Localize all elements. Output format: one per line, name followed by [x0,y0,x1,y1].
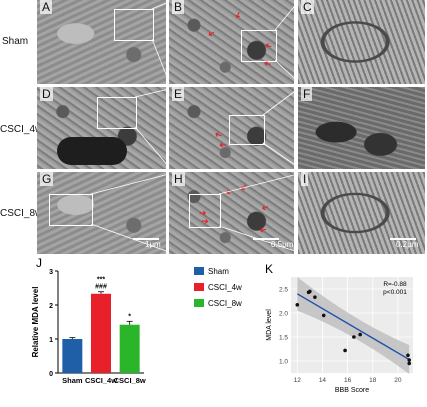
data-point [343,348,347,353]
x-tick-label: Sham [62,376,83,385]
panel-label-f: F [301,87,313,101]
significance-annotation: *** [97,277,105,284]
panel-label-a: A [40,0,53,14]
y-tick-label: 0 [49,371,53,378]
zoom-box-g [49,194,93,226]
em-panel-b: B ➜ ➜ ➜ ➜ [169,0,294,84]
zoom-box-b [241,30,277,62]
panel-label-j: J [36,257,42,270]
confidence-band [297,277,410,374]
x-tick-label: 20 [394,377,402,384]
em-panel-f: F [298,87,425,169]
panel-label-h: H [172,172,185,186]
data-point [407,358,412,362]
scatter-chart-k: K 12 14 16 18 20 1.0 1.5 2.0 2.5 R=-0.88p<0.001 BBB… [265,262,413,394]
em-panel-h: H ➜ ➜ ➜ ➜ ➜ ➜ 0.5μm [169,172,294,254]
bar-csci-8w [119,324,140,373]
panel-label-i: I [301,172,309,186]
red-arrow: ➜ [199,209,207,219]
red-arrow: ➜ [200,216,210,228]
bar-sham [62,339,83,373]
red-arrow: ➜ [213,127,224,140]
row-label-sham: Sham [2,36,29,47]
vessel-lumen [57,137,127,165]
x-tick-label: 18 [369,377,377,384]
data-point [308,289,312,294]
em-panel-g: G 1μm [37,172,166,254]
x-tick-label: 14 [319,377,327,384]
data-point [295,303,300,307]
scale-bar-i [390,238,416,240]
scale-label-h: 0.5μm [271,240,294,249]
zoom-box-h [189,194,221,228]
panel-label-b: B [172,0,185,14]
data-point [321,313,326,318]
regression-line [296,293,410,361]
x-axis-label: BBB Score [335,387,369,394]
row-label-csci-8w: CSCI_8w [0,208,43,219]
y-tick-label: 2 [49,303,53,310]
em-panel-i: I 0.2μm [298,172,425,254]
em-panel-c: C [298,0,425,84]
legend-label: CSCI_4w [208,283,242,292]
em-panel-e: E ➜ ➜ [169,87,294,169]
y-tick-label: 3 [49,269,53,276]
scale-label-g: 1μm [145,240,161,249]
panel-label-g: G [40,172,54,186]
zoom-box-e [229,115,265,145]
data-point [406,353,410,358]
legend-label: CSCI_8w [208,299,242,308]
y-tick-label: 2.5 [279,287,288,294]
legend-label: Sham [208,267,229,276]
stats-text: R=-0.88 [383,281,407,288]
panel-label-c: C [301,0,314,14]
x-tick-label: 16 [344,377,352,384]
data-point [358,332,362,337]
y-axis-label: MDA level [266,309,273,341]
red-arrow: ➜ [223,184,235,198]
zoom-box-a [114,9,154,41]
y-tick-label: 1 [49,337,53,344]
red-arrow: ➜ [263,57,273,69]
x-tick-label: 12 [294,377,302,384]
red-arrow: ➜ [236,180,250,193]
panel-label-k: K [265,262,273,276]
y-axis-label: Relative MDA level [31,287,40,358]
y-tick-label: 2.0 [279,311,288,318]
red-arrow: ➜ [219,139,227,149]
panel-label-d: D [40,87,53,101]
legend-swatch [194,267,204,275]
legend-swatch [194,283,204,291]
y-tick-label: 1.0 [279,359,288,366]
bar-csci-4w [91,293,111,373]
y-tick-label: 1.5 [279,335,288,342]
data-point [407,361,412,366]
row-label-csci-4w: CSCI_4w [0,124,43,135]
significance-annotation: ### [95,284,107,291]
data-point [313,295,317,299]
red-arrow: ➜ [258,223,268,235]
significance-annotation: * [128,313,131,320]
red-arrow: ➜ [259,200,271,213]
legend-swatch [194,299,204,307]
x-tick-label: CSCI_4w [85,376,117,385]
em-panel-a: A [37,0,166,84]
red-arrow: ➜ [205,26,217,40]
panel-label-e: E [172,87,185,101]
x-tick-label: CSCI_8w [114,376,146,385]
stats-text: p<0.001 [383,289,407,296]
em-panel-d: D [37,87,166,169]
zoom-box-d [97,97,137,129]
scale-label-i: 0.2μm [396,240,419,249]
data-point [352,335,356,339]
red-arrow: ➜ [231,9,244,20]
